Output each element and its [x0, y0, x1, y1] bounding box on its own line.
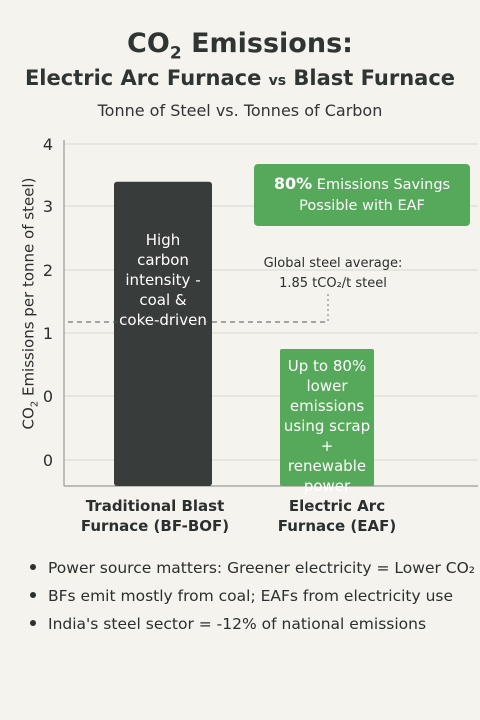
y-tick-label: 0 [43, 387, 53, 406]
annotation-line: + renewable [287, 437, 367, 475]
y-tick-label: 3 [43, 197, 53, 216]
y-tick-label: 1 [43, 324, 53, 343]
bf-bar-annotation: High carbon intensity - coal & coke-driven [114, 230, 212, 330]
annotation-line: lower [306, 377, 348, 395]
bullet-icon [30, 564, 36, 570]
y-axis-label: CO2 Emissions per tonne of steel) [19, 177, 41, 430]
key-points-list: Power source matters: Greener electricit… [14, 558, 475, 642]
bullet-icon [30, 592, 36, 598]
annotation-line: power [303, 477, 351, 495]
annotation-line: emissions [289, 397, 365, 415]
y-tick-label: 4 [43, 135, 53, 154]
annotation-line: carbon [137, 251, 189, 269]
list-item: BFs emit mostly from coal; EAFs from ele… [14, 586, 475, 606]
bullet-icon [30, 620, 36, 626]
chart-title-line2: Electric Arc Furnace vs Blast Furnace [24, 66, 456, 90]
y-tick-label: 2 [43, 261, 53, 280]
annotation-line: intensity - [125, 271, 201, 289]
annotation-line: coal & [139, 291, 187, 309]
annotation-line: using scrap [283, 417, 371, 435]
y-tick-label: 0 [43, 451, 53, 470]
chart-title: CO2 Emissions: [127, 28, 353, 64]
list-item: Power source matters: Greener electricit… [14, 558, 475, 578]
annotation-line: Up to 80% [287, 357, 367, 375]
list-item: India's steel sector = -12% of national … [14, 614, 475, 634]
bar-bf-bof [114, 181, 212, 487]
savings-callout: 80% Emissions Savings Possible with EAF [254, 164, 470, 226]
bar-eaf [280, 349, 374, 486]
category-label-bf: Traditional Blast Furnace (BF-BOF) [80, 497, 230, 535]
global-average-label: Global steel average: 1.85 tCO₂/t steel [263, 256, 403, 291]
category-label-eaf: Electric Arc Furnace (EAF) [277, 497, 397, 535]
annotation-line: High [145, 231, 181, 249]
annotation-line: coke-driven [119, 311, 207, 329]
chart-subtitle: Tonne of Steel vs. Tonnes of Carbon [97, 101, 383, 120]
eaf-bar-annotation: Up to 80% lower emissions using scrap + rene… [280, 356, 374, 496]
